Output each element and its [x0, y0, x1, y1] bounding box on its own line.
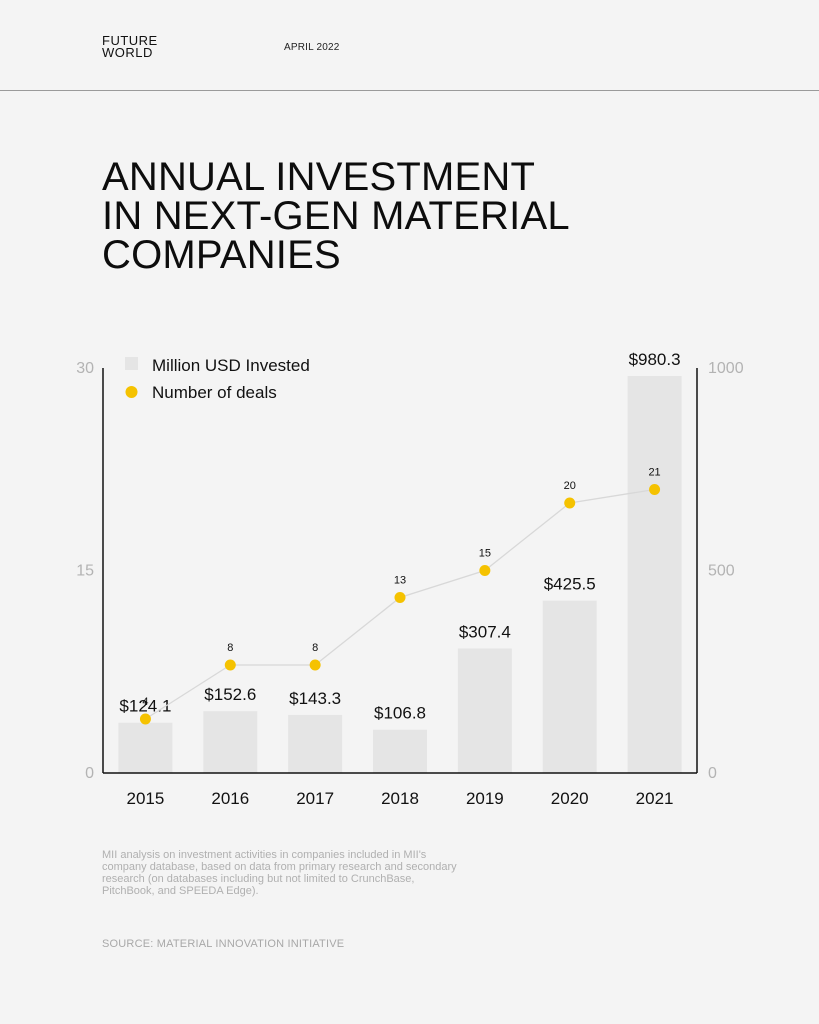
- deal-point-2015: [139, 713, 151, 725]
- logo-line-2: WORLD: [102, 45, 153, 60]
- x-tick-label: 2020: [551, 789, 589, 808]
- deal-point-2016: [224, 659, 236, 671]
- title-line-2: IN NEXT-GEN MATERIAL: [102, 194, 570, 238]
- legend-swatch-deals: [125, 386, 138, 398]
- left-tick-label: 0: [85, 765, 94, 782]
- deal-point-2021: [649, 484, 661, 495]
- bar-value-label: $307.4: [459, 623, 511, 642]
- deal-count-label: 15: [479, 548, 491, 560]
- brand-logo: FUTURE WORLD: [102, 33, 158, 60]
- logo-line-1: FUTURE: [102, 33, 158, 48]
- deal-point-2019: [479, 565, 491, 576]
- title-line-1: ANNUAL INVESTMENT: [102, 155, 536, 199]
- x-tick-label: 2018: [381, 789, 419, 808]
- bar-2020: [542, 600, 597, 773]
- deal-count-label: 13: [394, 575, 406, 587]
- deal-point-2017: [309, 659, 321, 671]
- legend-swatch-investment: [125, 357, 138, 370]
- deal-count-label: 21: [648, 467, 660, 479]
- right-tick-label: 1000: [708, 360, 744, 377]
- bar-2019: [457, 648, 512, 773]
- left-tick-label: 15: [76, 563, 94, 580]
- bar-value-label: $425.5: [544, 575, 596, 594]
- x-tick-label: 2019: [466, 789, 504, 808]
- deal-point-2020: [564, 497, 576, 509]
- bar-2016: [203, 711, 258, 773]
- bar-2021: [627, 375, 682, 773]
- x-tick-label: 2021: [636, 789, 674, 808]
- bar-value-label: $143.3: [289, 689, 341, 708]
- bar-2018: [373, 729, 427, 773]
- bar-2017: [288, 714, 343, 773]
- right-tick-label: 500: [708, 563, 735, 580]
- publication-date: APRIL 2022: [284, 42, 340, 53]
- bar-2015: [118, 722, 173, 773]
- x-tick-label: 2017: [296, 789, 334, 808]
- deal-point-2018: [394, 592, 406, 603]
- deal-count-label: 8: [227, 642, 233, 654]
- bar-value-label: $980.3: [629, 350, 681, 369]
- left-tick-label: 30: [76, 360, 94, 377]
- page-title: ANNUAL INVESTMENT IN NEXT-GEN MATERIAL C…: [102, 155, 570, 277]
- header-divider: [0, 90, 819, 91]
- title-line-3: COMPANIES: [102, 233, 341, 277]
- deal-count-label: 8: [312, 642, 318, 654]
- deal-count-label: 4: [142, 696, 148, 708]
- source-credit: SOURCE: MATERIAL INNOVATION INITIATIVE: [102, 938, 345, 950]
- legend-label-investment: Million USD Invested: [152, 356, 310, 375]
- methodology-note: MII analysis on investment activities in…: [102, 849, 457, 897]
- bar-value-label: $106.8: [374, 704, 426, 723]
- deal-count-label: 20: [564, 480, 576, 492]
- bar-value-label: $152.6: [204, 685, 256, 704]
- x-tick-label: 2015: [127, 789, 165, 808]
- x-tick-label: 2016: [211, 789, 249, 808]
- legend-label-deals: Number of deals: [152, 383, 277, 402]
- right-tick-label: 0: [708, 765, 717, 782]
